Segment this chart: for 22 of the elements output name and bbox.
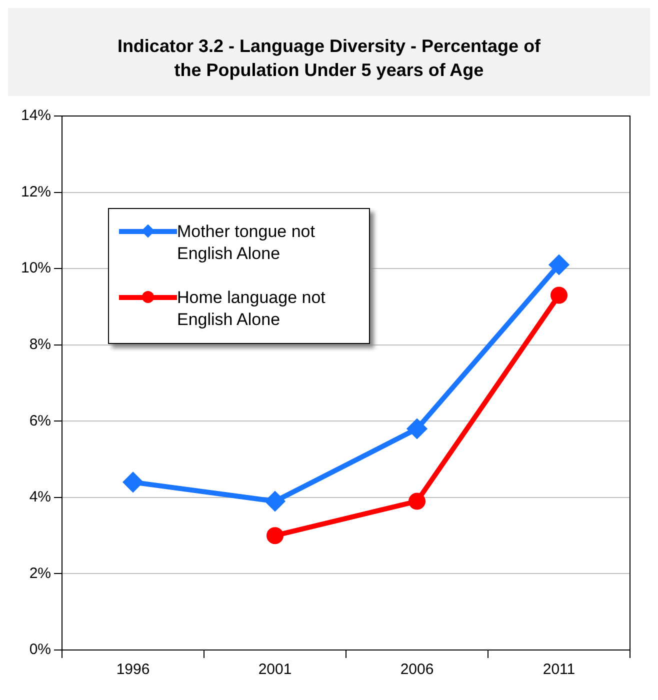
point: [550, 286, 568, 304]
y-tick-label: 0%: [29, 641, 52, 658]
legend-label: Mother tongue not English Alone: [177, 221, 316, 265]
point: [266, 492, 285, 511]
y-tick-label: 14%: [20, 107, 52, 124]
point: [408, 419, 427, 438]
chart-title: Indicator 3.2 - Language Diversity - Percentage of the Population Under 5 years of Age: [116, 35, 542, 82]
x-tick-label: 2006: [400, 661, 434, 678]
x-tick-label: 1996: [116, 661, 150, 678]
y-tick-label: 2%: [29, 564, 52, 582]
x-tick-label: 2011: [542, 661, 576, 678]
point: [266, 527, 284, 544]
x-tick-label: 2001: [258, 661, 292, 678]
y-tick-label: 6%: [29, 412, 52, 430]
y-tick-label: 8%: [29, 336, 52, 353]
point: [408, 492, 426, 510]
y-tick-label: 10%: [20, 260, 52, 277]
y-tick-label: 12%: [20, 183, 52, 200]
point: [124, 472, 143, 492]
y-tick-label: 4%: [29, 488, 52, 506]
legend-label: Home language not English Alone: [177, 287, 326, 331]
point: [550, 255, 569, 274]
